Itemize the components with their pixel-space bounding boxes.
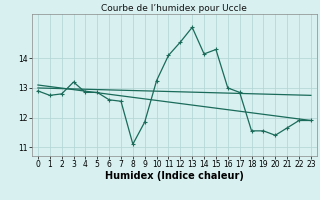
Title: Courbe de l’humidex pour Uccle: Courbe de l’humidex pour Uccle bbox=[101, 4, 247, 13]
X-axis label: Humidex (Indice chaleur): Humidex (Indice chaleur) bbox=[105, 171, 244, 181]
